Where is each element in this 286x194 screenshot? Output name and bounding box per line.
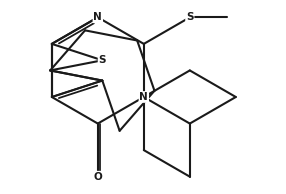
Text: O: O bbox=[94, 172, 102, 182]
Text: N: N bbox=[94, 12, 102, 22]
Text: S: S bbox=[99, 55, 106, 65]
Text: N: N bbox=[140, 92, 148, 102]
Text: S: S bbox=[186, 12, 194, 22]
